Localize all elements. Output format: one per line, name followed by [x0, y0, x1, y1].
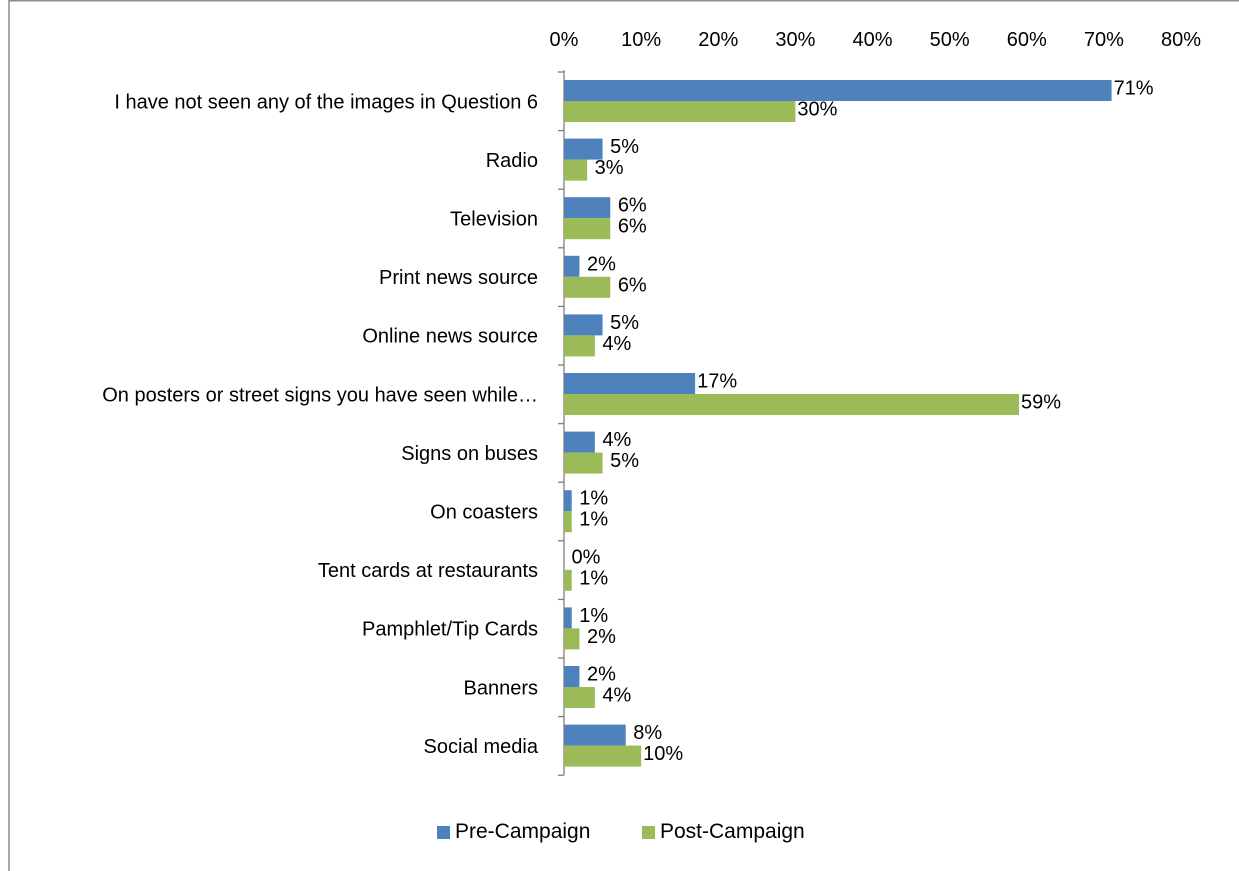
pre-campaign-bar [564, 373, 696, 394]
pre-campaign-bar [564, 724, 626, 746]
post-campaign-bar [564, 569, 572, 591]
category-label: On posters or street signs you have seen… [102, 384, 538, 406]
data-label: 6% [618, 274, 647, 296]
post-campaign-bar [564, 745, 642, 767]
data-label: 17% [697, 371, 737, 393]
data-label: 1% [579, 567, 608, 589]
category-label: Radio [486, 150, 538, 172]
post-campaign-bar [564, 335, 595, 357]
legend-swatch-pre-campaign [437, 826, 450, 839]
data-label: 2% [587, 626, 616, 648]
axis-layer: 0% 10% 20% 30% 40% 50% 60% 70% 80% I have not see… [102, 29, 1201, 776]
pre-campaign-bar [564, 138, 603, 160]
pre-campaign-bar [564, 314, 603, 336]
category-label: Tent cards at restaurants [318, 560, 538, 582]
data-label: 3% [595, 157, 624, 179]
data-label: 10% [643, 743, 683, 765]
category-label: I have not seen any of the images in Que… [114, 91, 538, 113]
data-label: 5% [610, 136, 639, 158]
post-campaign-bar [564, 159, 588, 181]
data-label: 6% [618, 216, 647, 238]
post-campaign-bar [564, 511, 572, 533]
x-tick-label: 70% [1084, 29, 1124, 51]
post-campaign-bar [564, 218, 611, 240]
legend-label-pre-campaign: Pre-Campaign [455, 820, 590, 843]
category-label: On coasters [430, 502, 538, 524]
x-tick-label: 20% [698, 29, 738, 51]
data-label: 5% [610, 450, 639, 472]
post-campaign-bar [564, 276, 611, 298]
x-tick-label: 30% [775, 29, 815, 51]
legend: Pre-Campaign Post-Campaign [437, 820, 805, 843]
data-label: 30% [797, 99, 837, 121]
data-label: 5% [610, 312, 639, 334]
pre-campaign-bar [564, 80, 1112, 101]
category-label: Banners [464, 677, 539, 699]
post-campaign-bar [564, 394, 1020, 415]
data-label: 8% [633, 722, 662, 744]
category-label: Television [450, 209, 538, 231]
category-label: Signs on buses [401, 443, 538, 465]
pre-campaign-bar [564, 666, 580, 687]
post-campaign-bar [564, 687, 595, 708]
labels-layer: 71%5%6%2%5%17%4%1%0%1%2%8%30%3%6%6%4%59%… [572, 78, 1154, 766]
data-label: 2% [587, 664, 616, 686]
category-label: Print news source [379, 267, 538, 289]
data-label: 1% [579, 509, 608, 531]
data-label: 59% [1021, 392, 1061, 414]
data-label: 1% [579, 605, 608, 627]
pre-campaign-bar [564, 255, 580, 277]
x-tick-label: 10% [621, 29, 661, 51]
data-label: 6% [618, 195, 647, 217]
post-campaign-bar [564, 628, 580, 650]
x-tick-label: 50% [930, 29, 970, 51]
data-label: 1% [579, 488, 608, 510]
data-label: 71% [1114, 78, 1154, 100]
data-label: 4% [602, 685, 631, 707]
legend-swatch-post-campaign [642, 826, 655, 839]
category-label: Social media [423, 736, 538, 758]
data-label: 4% [602, 333, 631, 355]
data-label: 4% [602, 429, 631, 451]
pre-campaign-bar [564, 431, 595, 453]
x-tick-label: 0% [550, 29, 579, 51]
legend-label-post-campaign: Post-Campaign [660, 820, 805, 843]
post-campaign-bar [564, 101, 796, 122]
x-tick-label: 40% [852, 29, 892, 51]
x-tick-label: 60% [1007, 29, 1047, 51]
pre-campaign-bar [564, 490, 572, 512]
category-label: Online news source [362, 326, 538, 348]
pre-campaign-bar [564, 197, 611, 219]
bars-layer [564, 80, 1112, 767]
x-tick-label: 80% [1161, 29, 1201, 51]
data-label: 2% [587, 253, 616, 275]
category-label: Pamphlet/Tip Cards [362, 619, 538, 641]
pre-campaign-bar [564, 607, 572, 629]
post-campaign-bar [564, 452, 603, 474]
data-label: 0% [572, 546, 601, 568]
